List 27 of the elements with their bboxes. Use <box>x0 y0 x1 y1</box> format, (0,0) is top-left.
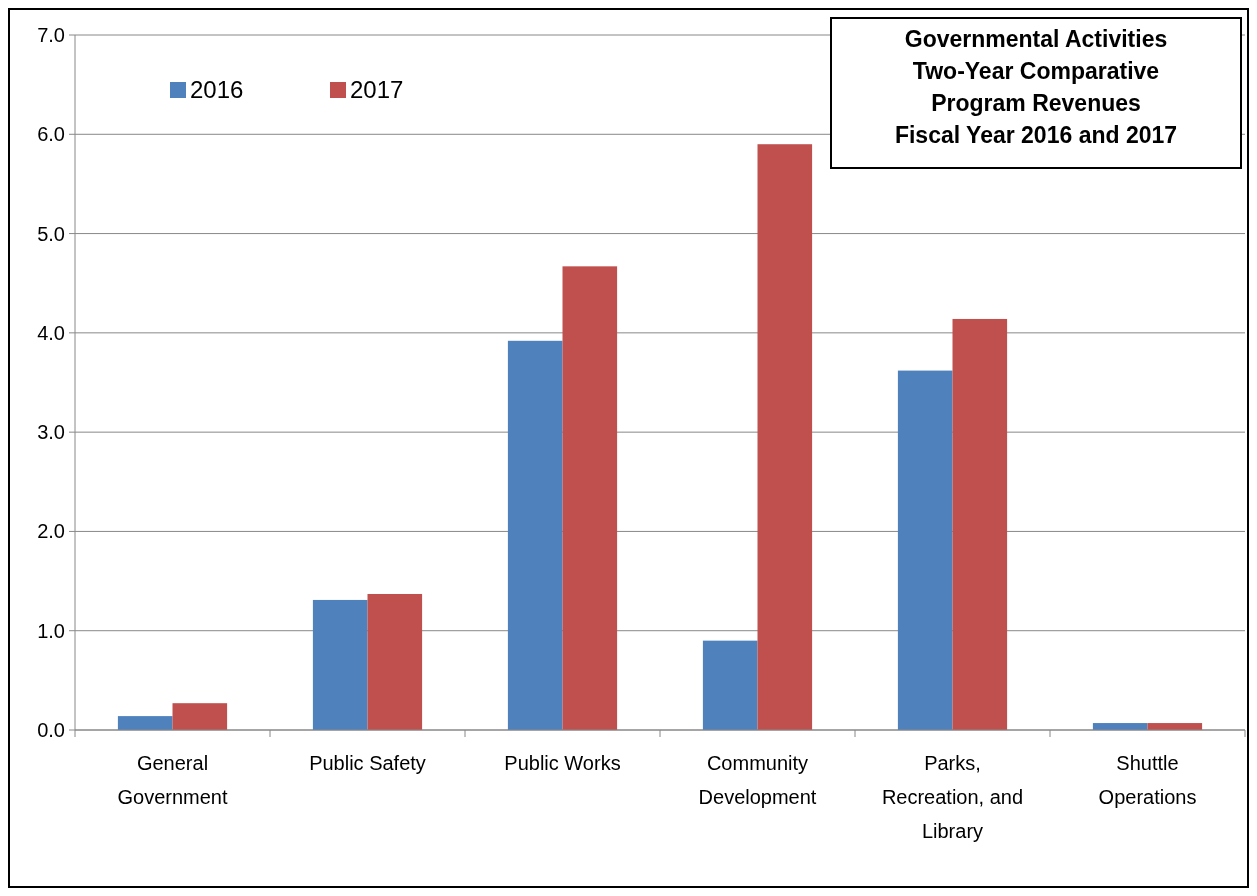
legend-label: 2016 <box>190 76 244 103</box>
y-tick-label: 6.0 <box>37 123 65 146</box>
y-tick-label: 7.0 <box>37 24 65 46</box>
bar <box>702 640 758 730</box>
bar <box>507 340 563 730</box>
y-tick-label: 0.0 <box>37 719 65 741</box>
bar <box>562 266 618 730</box>
legend-label: 2017 <box>350 76 404 103</box>
x-tick-label: Community Development <box>698 752 817 808</box>
bar <box>757 144 813 730</box>
x-tick-label: General Government <box>117 752 228 808</box>
y-tick-label: 4.0 <box>37 321 65 344</box>
y-tick-label: 3.0 <box>37 421 65 444</box>
bar <box>367 593 423 730</box>
y-tick-label: 1.0 <box>37 619 65 642</box>
x-tick-label: Public Works <box>504 752 621 774</box>
x-tick-label: Shuttle Operations <box>1098 752 1197 808</box>
bar <box>312 599 368 730</box>
x-tick-label: Public Safety <box>309 752 426 774</box>
text: Governmental Activities Two-Year Comparative Program Revenues Fiscal Year 2016 and 2017 <box>894 26 1178 148</box>
bar <box>897 370 953 730</box>
bar <box>172 703 228 730</box>
x-tick-label: Parks, Recreation, and Library <box>881 752 1024 842</box>
bar <box>952 318 1008 730</box>
y-tick-label: 5.0 <box>37 222 65 245</box>
y-tick-label: 2.0 <box>37 520 65 543</box>
bar <box>117 716 173 730</box>
